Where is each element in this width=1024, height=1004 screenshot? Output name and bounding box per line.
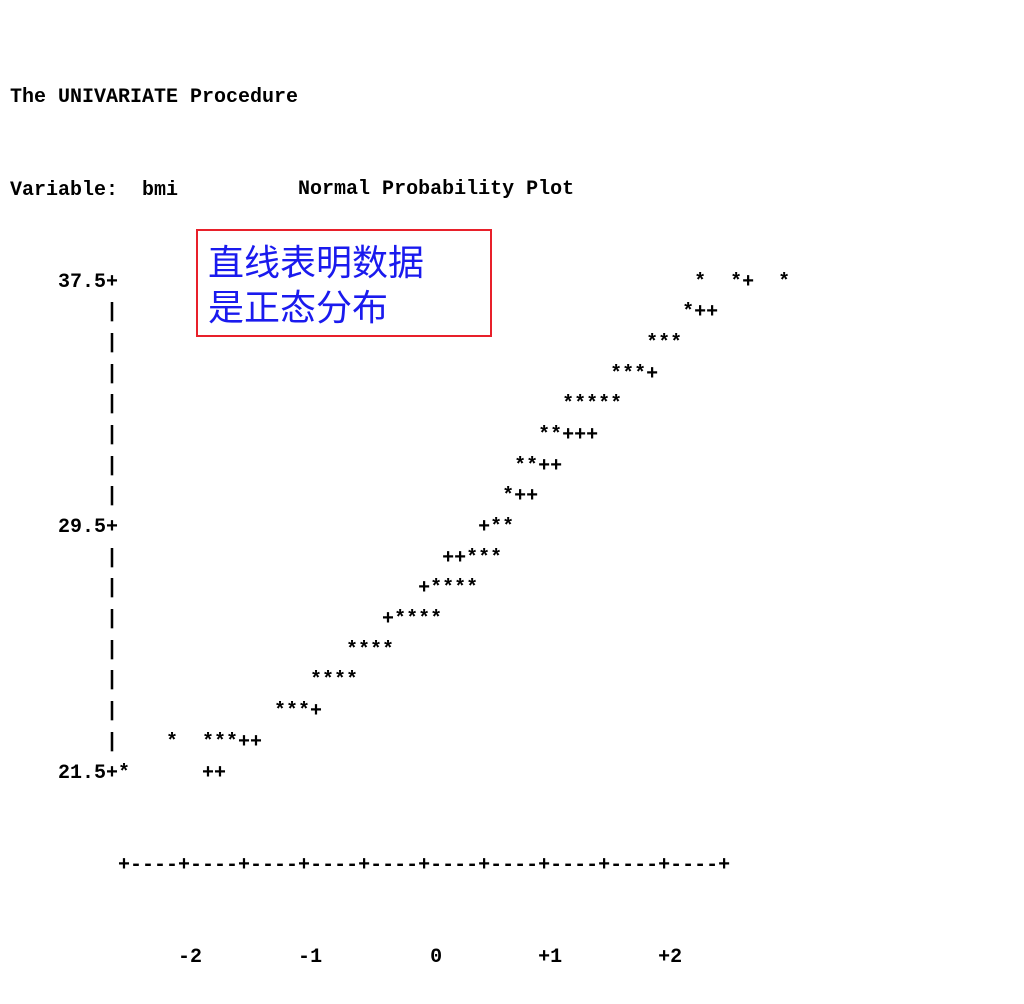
plot-row: | ***+ xyxy=(10,700,323,724)
plot-title-text: Normal Probability Plot xyxy=(298,178,575,202)
plot-row: 21.5+* ++ xyxy=(10,761,227,785)
plot-rows: 37.5+ * *+ * | *++ | *** | xyxy=(10,268,790,790)
plot-row: | ***** xyxy=(10,393,623,417)
plot-row: | **+++ xyxy=(10,423,599,447)
plot-row: | **++ xyxy=(10,454,563,478)
variable-label: Variable: bmi xyxy=(10,178,179,202)
x-tick-text: -2 -1 0 +1 +2 xyxy=(118,945,683,969)
plot-row: | ***+ xyxy=(10,362,659,386)
plot-row: | *++ xyxy=(106,301,719,325)
x-axis-line: +----+----+----+----+----+----+----+----… xyxy=(10,851,790,882)
plot-row: | * ***++ xyxy=(10,730,263,754)
x-axis-ruler: +----+----+----+----+----+----+----+----… xyxy=(118,853,731,877)
annotation-box: 直线表明数据 是正态分布 xyxy=(196,229,492,337)
plot-row: 37.5+ * *+ * xyxy=(58,270,791,294)
plot-title: Normal Probability Plot xyxy=(10,175,790,206)
plot-row: 29.5+ +** xyxy=(10,516,515,539)
plot-row: | *** xyxy=(10,331,683,355)
plot-row: | +**** xyxy=(10,608,443,632)
plot-row: | *++ xyxy=(10,485,539,509)
annotation-text: 直线表明数据 是正态分布 xyxy=(208,243,425,329)
plot-row: | ++*** xyxy=(10,546,503,570)
header: The UNIVARIATE Procedure Variable: bmi xyxy=(10,22,298,237)
plot-title-indent xyxy=(10,178,298,201)
procedure-title: The UNIVARIATE Procedure xyxy=(10,86,299,110)
plot-row: | **** xyxy=(10,669,359,693)
plot-row: | **** xyxy=(10,638,395,662)
plot-row: | +**** xyxy=(10,577,479,601)
x-tick-labels: -2 -1 0 +1 +2 xyxy=(10,943,790,974)
